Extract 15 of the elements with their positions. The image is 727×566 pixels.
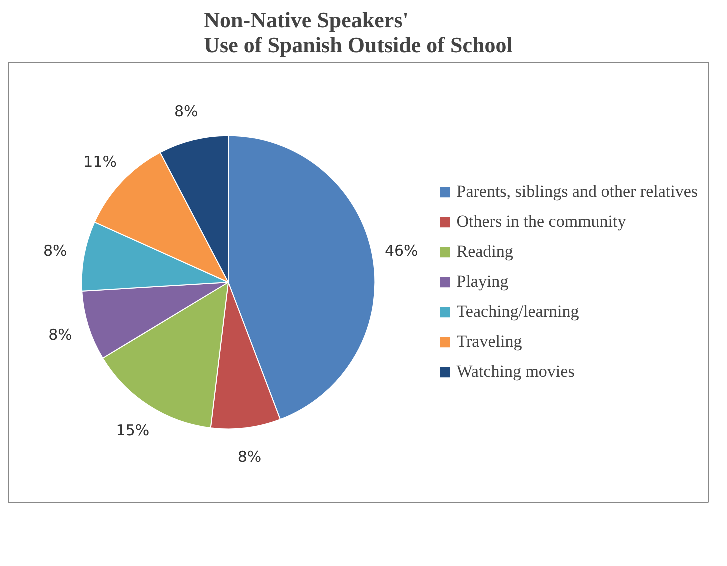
legend-label: Playing bbox=[456, 272, 509, 292]
data-label: 8% bbox=[43, 242, 68, 260]
data-label: 8% bbox=[238, 448, 262, 466]
data-label: 8% bbox=[174, 102, 198, 121]
data-label: 46% bbox=[384, 242, 418, 260]
legend-label: Others in the community bbox=[456, 212, 626, 232]
legend-label: Traveling bbox=[456, 332, 522, 352]
legend-label: Parents, siblings and other relatives bbox=[456, 182, 698, 202]
data-label: 11% bbox=[84, 152, 118, 171]
data-label: 8% bbox=[48, 326, 72, 344]
data-label: 15% bbox=[116, 421, 150, 440]
chart-title: Non-Native Speakers' Use of Spanish Outside of School bbox=[204, 8, 513, 58]
legend-label: Reading bbox=[456, 242, 514, 262]
legend-label: Teaching/learning bbox=[456, 302, 580, 322]
legend-label: Watching movies bbox=[456, 362, 575, 382]
